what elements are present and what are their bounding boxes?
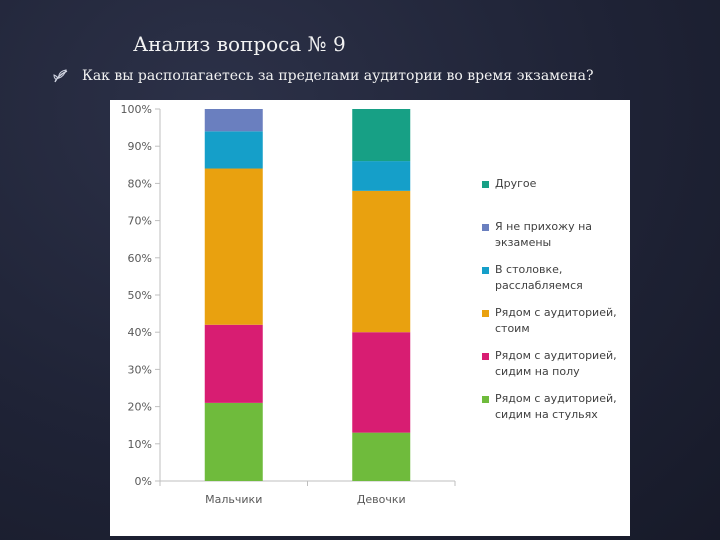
stacked-bar-chart: 0% 10% 20% 30% 40% 50% 60% 70% 80% 90% 100% Мальчик…	[110, 100, 630, 536]
chart-canvas: 0% 10% 20% 30% 40% 50% 60% 70% 80% 90% 100% Мальчик…	[121, 103, 456, 506]
bar-segment	[204, 324, 263, 403]
y-tick-label: 80%	[128, 177, 152, 190]
legend-swatch	[482, 267, 489, 274]
y-tick-label: 60%	[128, 252, 152, 265]
legend-item: Другое	[482, 176, 627, 219]
y-tick-label: 10%	[128, 438, 152, 451]
legend-label: Рядом с аудиторией, стоим	[495, 306, 617, 335]
y-tick-label: 0%	[135, 475, 152, 488]
legend-swatch	[482, 353, 489, 360]
legend-item: Я не прихожу на экзамены	[482, 219, 627, 262]
legend-label: Я не прихожу на экзамены	[495, 220, 593, 249]
legend-label: Рядом с аудиторией, сидим на стульях	[495, 392, 617, 421]
legend-label: Рядом с аудиторией, сидим на полу	[495, 349, 617, 378]
y-tick-label: 20%	[128, 401, 152, 414]
legend-swatch	[482, 181, 489, 188]
y-tick-label: 70%	[128, 215, 152, 228]
slide-title: Анализ вопроса № 9	[133, 32, 346, 56]
sprout-bullet-icon	[53, 69, 68, 83]
question-row: Как вы располагаетесь за пределами аудит…	[52, 68, 712, 84]
legend-label: Другое	[495, 177, 537, 190]
legend-swatch	[482, 396, 489, 403]
legend-swatch	[482, 224, 489, 231]
y-tick-label: 40%	[128, 326, 152, 339]
legend-swatch	[482, 310, 489, 317]
bar-segment	[352, 190, 411, 333]
y-tick-label: 90%	[128, 140, 152, 153]
bar-segment	[204, 168, 263, 325]
bar-segment	[352, 161, 411, 191]
bar-segment	[204, 131, 263, 169]
bar-segment	[204, 402, 263, 481]
legend-label: В столовке, расслабляемся	[495, 263, 583, 292]
bar-segment	[352, 332, 411, 433]
bar-segment	[352, 432, 411, 481]
y-tick-label: 30%	[128, 363, 152, 376]
bar-segment	[204, 109, 263, 132]
x-category-label: Девочки	[357, 493, 406, 506]
y-tick-label: 100%	[121, 103, 152, 116]
chart-legend: Другое Я не прихожу на экзамены В столовке…	[482, 176, 627, 434]
x-category-label: Мальчики	[205, 493, 262, 506]
question-text: Как вы располагаетесь за пределами аудит…	[82, 68, 594, 84]
legend-item: Рядом с аудиторией, сидим на полу	[482, 348, 627, 391]
legend-item: Рядом с аудиторией, сидим на стульях	[482, 391, 627, 434]
bar-segment	[352, 109, 411, 162]
legend-item: В столовке, расслабляемся	[482, 262, 627, 305]
y-tick-label: 50%	[128, 289, 152, 302]
legend-item: Рядом с аудиторией, стоим	[482, 305, 627, 348]
